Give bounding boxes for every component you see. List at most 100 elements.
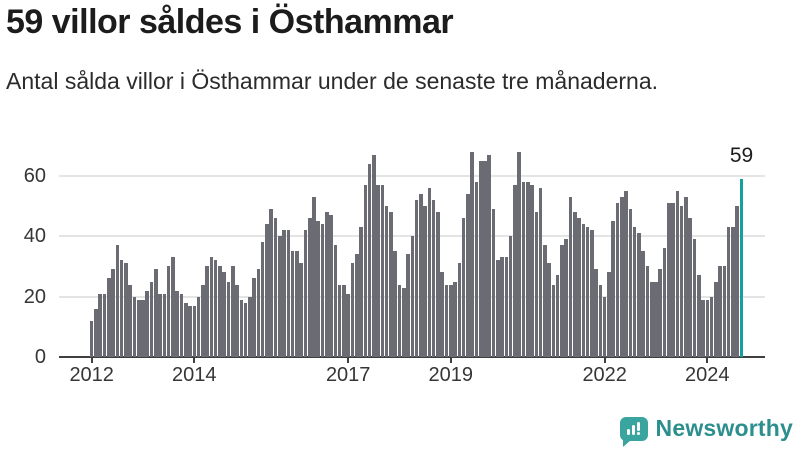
newsworthy-logo[interactable]: Newsworthy: [619, 415, 793, 447]
bar: [175, 290, 179, 357]
gridline: [59, 174, 765, 177]
x-tick-label: 2014: [172, 364, 217, 386]
bar-chart-plot-area: 2012 2014 2017 2019 2022 2024 59: [59, 140, 765, 386]
bar: [735, 206, 740, 357]
bar: [645, 266, 650, 357]
logo-bar-icon: [626, 428, 630, 435]
bar: [414, 199, 419, 357]
bar: [372, 154, 376, 357]
bar: [158, 293, 162, 357]
bar: [714, 281, 718, 357]
bar: [162, 293, 167, 357]
bar: [363, 184, 368, 357]
newsworthy-wordmark: Newsworthy: [655, 415, 793, 441]
bar: [701, 299, 705, 357]
bar: [188, 305, 192, 357]
bar: [102, 293, 107, 357]
bar: [572, 212, 577, 357]
bar: [406, 254, 410, 357]
bar: [637, 233, 641, 357]
bar: [449, 284, 453, 357]
bar: [641, 251, 645, 357]
bar: [513, 184, 517, 357]
bar: [397, 284, 402, 357]
bar: [560, 245, 564, 357]
bar: [256, 269, 261, 357]
bar: [615, 202, 620, 357]
bar: [423, 206, 427, 357]
logo-exclamation-dot-icon: [636, 431, 640, 435]
bar: [466, 193, 470, 357]
x-tick: [193, 357, 196, 363]
bar: [252, 278, 256, 357]
bar: [320, 224, 325, 357]
x-tick: [449, 357, 452, 363]
bar: [628, 209, 633, 357]
bar: [461, 218, 466, 357]
bar: [192, 305, 197, 357]
bar: [367, 163, 372, 357]
bar: [667, 202, 671, 357]
bar: [649, 281, 654, 357]
bar: [508, 236, 513, 357]
bar: [354, 254, 359, 357]
bar: [145, 290, 150, 357]
bar: [483, 160, 487, 357]
bar: [213, 260, 218, 357]
bar: [436, 212, 440, 357]
bar: [410, 236, 415, 357]
bar: [440, 272, 445, 357]
bar: [350, 263, 355, 357]
bar: [179, 293, 184, 357]
bar: [325, 212, 329, 357]
bar: [299, 263, 303, 357]
bar: [671, 202, 675, 357]
bar: [136, 299, 141, 357]
bar: [171, 257, 175, 357]
bar: [132, 296, 137, 357]
bar: [607, 272, 611, 357]
bar: [226, 281, 231, 357]
bar: [94, 308, 98, 357]
bar: [654, 281, 658, 357]
bar: [551, 284, 556, 357]
x-tick-label: 2017: [325, 364, 371, 386]
bar: [598, 284, 603, 357]
bar: [555, 275, 560, 357]
bar: [662, 248, 667, 357]
bar: [474, 181, 479, 357]
y-tick-label: 20: [23, 285, 46, 308]
bar: [329, 215, 333, 357]
bar: [286, 230, 291, 357]
x-tick: [347, 357, 350, 363]
bar: [705, 299, 710, 357]
bar: [431, 199, 436, 357]
bar: [230, 266, 235, 357]
bar: [333, 245, 338, 357]
bar: [453, 281, 457, 357]
bar: [594, 269, 598, 357]
bar: [564, 239, 569, 357]
bar: [534, 212, 539, 357]
bar: [624, 190, 628, 357]
bar: [457, 263, 462, 357]
bar: [675, 190, 680, 357]
bar: [487, 154, 492, 357]
bar: [239, 299, 244, 357]
bar: [282, 230, 286, 357]
bar: [401, 287, 406, 357]
bar: [342, 284, 346, 357]
x-tick: [603, 357, 606, 363]
bar: [380, 184, 385, 357]
bar: [235, 284, 239, 357]
newsworthy-logo-icon: [619, 416, 648, 447]
y-tick-label: 60: [23, 164, 46, 187]
y-tick-label: 0: [34, 346, 46, 368]
bar: [205, 266, 209, 357]
bar: [295, 251, 299, 357]
bar: [89, 320, 94, 357]
bar: [124, 263, 128, 357]
bar: [119, 260, 124, 357]
bar: [577, 218, 581, 357]
